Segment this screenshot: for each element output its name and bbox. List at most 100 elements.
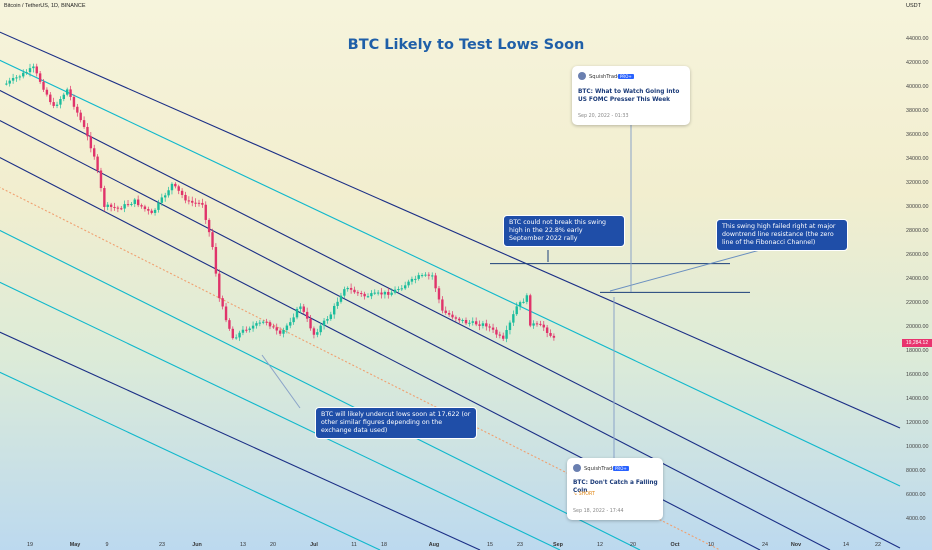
candle <box>407 281 410 286</box>
candle <box>522 301 525 303</box>
candle <box>343 289 346 296</box>
x-tick-label: Sep <box>553 542 564 548</box>
y-tick-label: 20000.00 <box>906 324 928 330</box>
candle <box>319 325 322 333</box>
y-tick-label: 4000.00 <box>906 516 926 522</box>
short-label: SHORT <box>578 492 595 497</box>
x-tick-label: 11 <box>351 542 357 548</box>
candle <box>434 275 437 289</box>
candle <box>525 295 529 302</box>
candle <box>184 194 187 201</box>
candle <box>52 102 55 106</box>
candle <box>32 66 35 69</box>
candle <box>113 206 116 208</box>
candle <box>106 204 109 207</box>
candle <box>471 321 474 323</box>
y-tick-label: 14000.00 <box>906 396 928 402</box>
idea-card-falling-coin[interactable]: SquishTrade PRO+ BTC: Don't Catch a Fall… <box>567 458 663 520</box>
candle <box>177 186 180 191</box>
candle <box>451 314 454 318</box>
x-tick-label: Nov <box>791 542 801 548</box>
idea-card-fomc[interactable]: SquishTrade PRO+ BTC: What to Watch Goin… <box>572 66 690 125</box>
idea-title[interactable]: BTC: What to Watch Going into US FOMC Pr… <box>578 89 680 103</box>
x-tick-label: 23 <box>517 542 523 548</box>
candle <box>45 89 49 95</box>
candle <box>245 329 248 331</box>
author-avatar <box>578 72 586 80</box>
candle <box>72 96 76 107</box>
candle <box>89 136 93 149</box>
channel-line-8 <box>0 331 481 550</box>
candle <box>35 66 38 74</box>
candle <box>542 324 545 328</box>
y-tick-label: 36000.00 <box>906 132 928 138</box>
candle <box>167 190 170 196</box>
candle <box>136 199 140 206</box>
candle <box>174 183 177 187</box>
candle <box>251 325 255 329</box>
x-tick-label: 12 <box>597 542 603 548</box>
channel-line-9 <box>0 371 381 550</box>
candle <box>468 322 471 324</box>
x-tick-label: 9 <box>106 542 109 548</box>
candle <box>535 323 539 325</box>
x-tick-label: Jul <box>310 542 318 548</box>
candle <box>532 323 535 326</box>
x-tick-label: 23 <box>159 542 165 548</box>
y-tick-label: 24000.00 <box>906 276 928 282</box>
candle <box>326 319 329 321</box>
idea-date: Sep 20, 2022 - 01:33 <box>578 114 629 119</box>
candle <box>5 83 8 85</box>
candle <box>508 322 512 331</box>
candle <box>400 288 403 290</box>
candle <box>204 204 207 220</box>
candle <box>427 274 431 276</box>
candle <box>164 195 167 198</box>
pointer-undercut <box>261 354 301 409</box>
candle <box>444 310 447 313</box>
candle <box>228 320 231 329</box>
candle <box>478 324 481 326</box>
y-tick-label: 22000.00 <box>906 300 928 306</box>
candle <box>464 319 468 324</box>
candle <box>295 308 299 318</box>
candle <box>289 322 292 326</box>
candle <box>147 209 150 211</box>
candle <box>539 323 542 325</box>
x-tick-label: 14 <box>843 542 849 548</box>
candle <box>221 298 224 307</box>
candle <box>505 330 508 339</box>
x-tick-label: 10 <box>708 542 714 548</box>
candle <box>383 291 387 295</box>
author-avatar <box>573 464 581 472</box>
x-tick-label: 24 <box>762 542 768 548</box>
channel-line-7 <box>0 281 561 550</box>
candle <box>403 285 407 289</box>
candle <box>363 293 366 297</box>
candle <box>255 323 258 326</box>
candle <box>265 321 268 323</box>
candle <box>214 247 218 274</box>
candle <box>336 301 339 306</box>
y-tick-label: 34000.00 <box>906 156 928 162</box>
candle <box>491 327 495 330</box>
candle <box>312 328 316 335</box>
candle <box>38 73 42 82</box>
candle <box>447 312 451 315</box>
candle <box>309 318 312 329</box>
y-tick-label: 28000.00 <box>906 228 928 234</box>
candle <box>170 183 174 191</box>
y-tick-label: 10000.00 <box>906 444 928 450</box>
candle <box>292 317 295 323</box>
candle <box>495 329 498 335</box>
idea-title[interactable]: BTC: Don't Catch a Falling Coin <box>573 480 658 494</box>
candle <box>22 72 25 77</box>
candle <box>25 72 28 74</box>
candle <box>441 299 444 311</box>
candle <box>420 275 424 277</box>
candle <box>502 335 505 339</box>
candle <box>485 323 488 327</box>
x-tick-label: 18 <box>381 542 387 548</box>
candle <box>390 292 393 295</box>
x-tick-label: 15 <box>487 542 493 548</box>
